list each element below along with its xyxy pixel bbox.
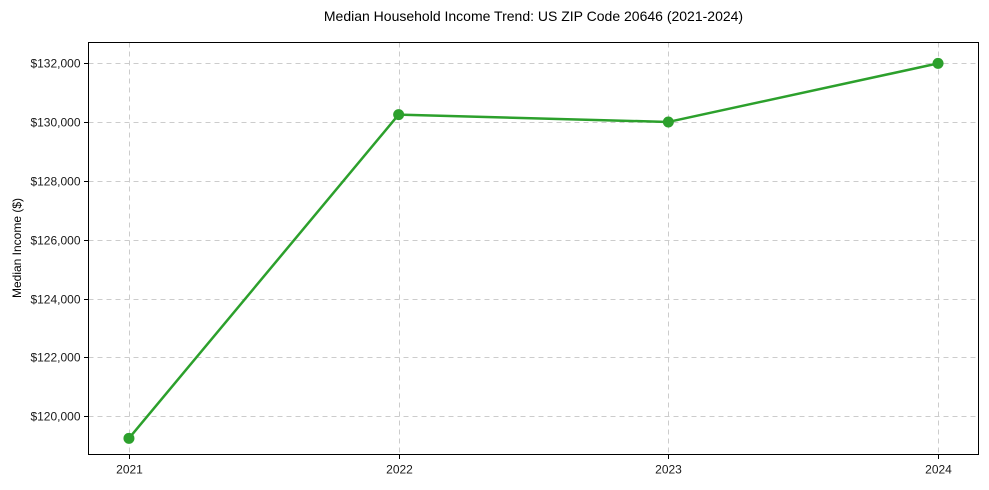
x-tick-label: 2024 (925, 463, 952, 477)
y-tick-label: $126,000 (30, 234, 80, 248)
x-tick-label: 2021 (116, 463, 143, 477)
y-tick-label: $122,000 (30, 351, 80, 365)
chart-title: Median Household Income Trend: US ZIP Co… (323, 8, 744, 24)
x-tick-label: 2022 (386, 463, 413, 477)
axes-border (88, 42, 979, 455)
x-tick-label: 2023 (655, 463, 682, 477)
data-point-marker (932, 57, 944, 69)
data-point-marker (662, 116, 674, 128)
y-tick-label: $132,000 (30, 57, 80, 71)
y-tick-label: $130,000 (30, 116, 80, 130)
data-point-marker (123, 432, 135, 444)
data-point-marker (393, 109, 405, 121)
trend-line (127, 62, 940, 440)
y-tick-label: $124,000 (30, 293, 80, 307)
y-tick-label: $128,000 (30, 175, 80, 189)
y-tick-label: $120,000 (30, 410, 80, 424)
